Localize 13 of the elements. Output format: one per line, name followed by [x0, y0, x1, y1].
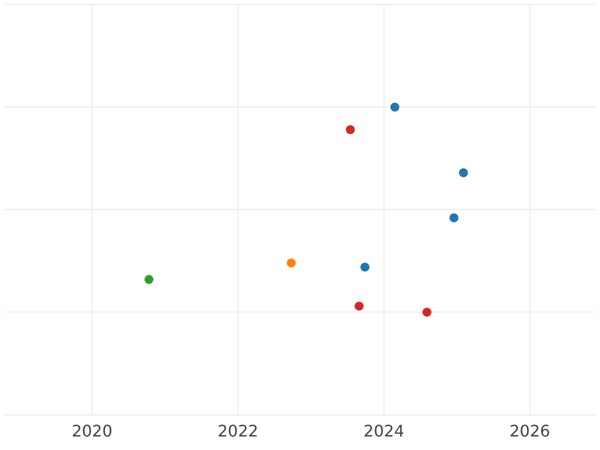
- point: [346, 125, 355, 134]
- x-tick-label: 2020: [72, 422, 112, 441]
- x-tick-label: 2022: [218, 422, 258, 441]
- point: [422, 308, 432, 317]
- x-tick-label: 2026: [509, 422, 550, 441]
- point: [144, 274, 154, 284]
- x-tick-label: 2024: [364, 422, 404, 441]
- point: [390, 102, 400, 112]
- point: [354, 302, 364, 311]
- point: [360, 262, 370, 272]
- point: [449, 213, 458, 222]
- point: [458, 168, 468, 178]
- point: [286, 258, 296, 268]
